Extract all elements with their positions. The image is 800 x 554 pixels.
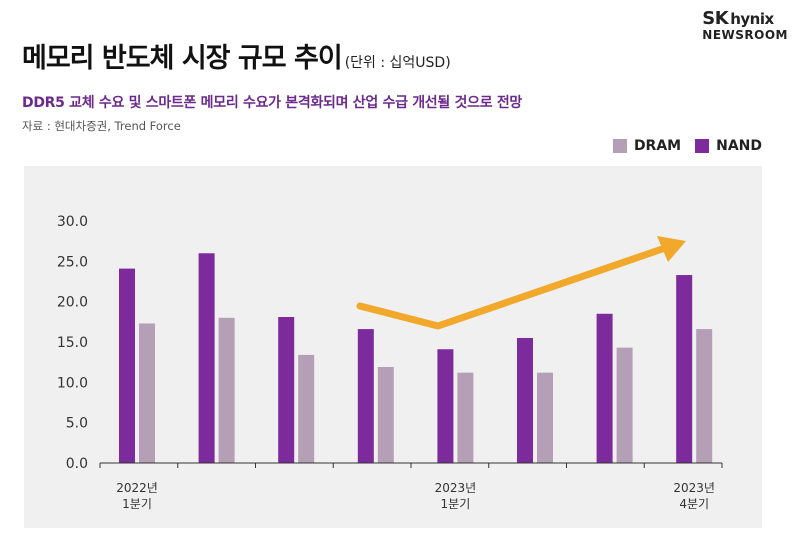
legend-label-nand: NAND: [716, 138, 762, 154]
y-tick-label: 20.0: [57, 295, 88, 311]
source-note: 자료 : 현대차증권, Trend Force: [22, 119, 181, 133]
bar-dram: [696, 329, 713, 463]
trend-arrow-line: [356, 243, 672, 330]
y-tick-label: 5.0: [66, 416, 88, 432]
bar-nand: [198, 253, 215, 463]
bar-nand: [437, 349, 454, 463]
x-category-label: 2023년: [435, 481, 477, 495]
legend-item-dram: DRAM: [612, 138, 682, 154]
bar-nand: [119, 268, 135, 463]
x-category-label: 4분기: [679, 497, 709, 511]
bar-dram: [139, 323, 155, 463]
y-tick-label: 0.0: [66, 456, 88, 472]
bar-dram: [298, 354, 315, 463]
bar-nand: [357, 329, 374, 463]
bar-dram: [616, 347, 633, 463]
logo-newsroom: NEWSROOM: [702, 28, 788, 42]
y-tick-label: 25.0: [57, 254, 88, 270]
y-tick-label: 30.0: [57, 214, 88, 230]
bar-dram: [377, 367, 394, 463]
bar-nand: [278, 316, 295, 463]
x-category-label: 1분기: [122, 497, 152, 511]
chart-subtitle: DDR5 교체 수요 및 스마트폰 메모리 수요가 본격화되며 산업 수급 개선…: [22, 95, 523, 111]
chart-title: 메모리 반도체 시장 규모 추이: [22, 43, 343, 74]
unit-label: (단위 : 십억USD): [344, 55, 451, 71]
trend-arrow-head: [657, 236, 686, 262]
y-tick-label: 15.0: [57, 335, 88, 351]
chart-title-block: 메모리 반도체 시장 규모 추이 (단위 : 십억USD): [22, 36, 451, 75]
sk-hynix-newsroom-logo: SK hynix NEWSROOM: [702, 8, 788, 42]
x-category-label: 2023년: [673, 481, 715, 495]
bar-nand: [676, 275, 693, 463]
bar-nand: [517, 337, 533, 463]
logo-brand: SK: [702, 8, 729, 29]
bar-dram: [218, 317, 235, 463]
legend-swatch-nand: [695, 139, 710, 153]
legend-label-dram: DRAM: [633, 138, 682, 154]
y-tick-label: 10.0: [57, 375, 88, 391]
logo-sub: hynix: [730, 10, 774, 28]
bar-nand: [596, 313, 613, 463]
x-category-label: 1분기: [441, 497, 471, 511]
x-category-label: 2022년: [116, 481, 158, 495]
bar-dram: [537, 372, 553, 463]
legend-swatch-dram: [612, 139, 627, 153]
legend: DRAM NAND: [599, 138, 762, 154]
legend-item-nand: NAND: [695, 138, 762, 154]
bar-dram: [457, 372, 474, 463]
